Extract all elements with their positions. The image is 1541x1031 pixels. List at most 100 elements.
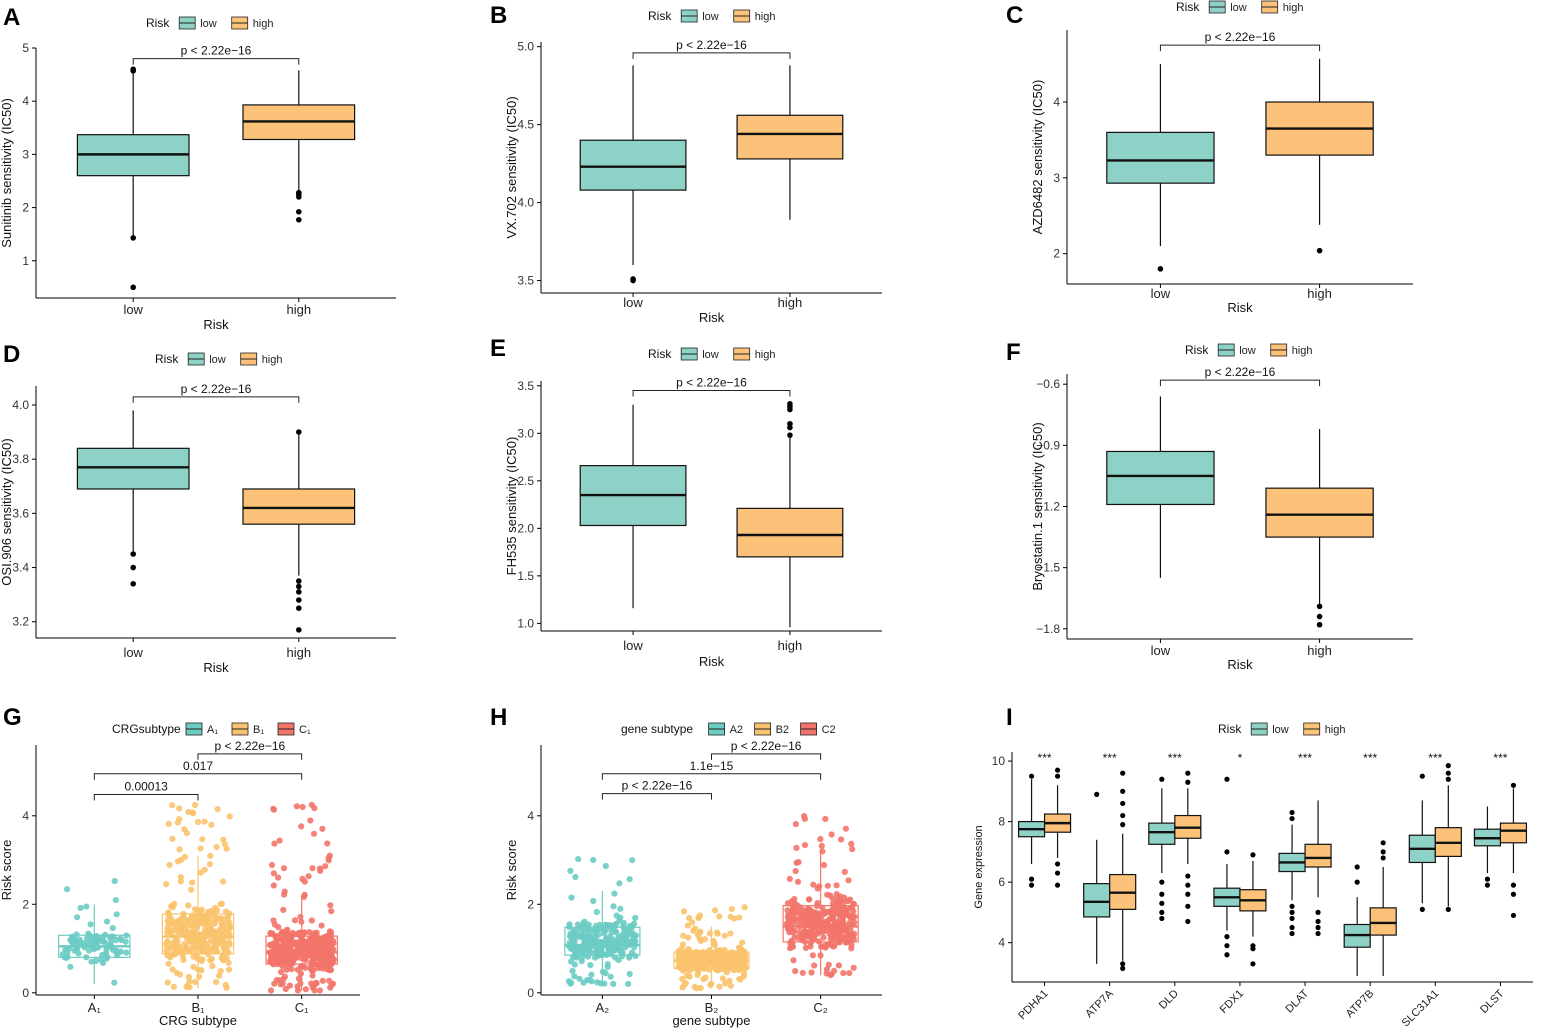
data-point bbox=[592, 954, 599, 961]
outlier-point bbox=[1224, 943, 1230, 949]
outlier-point bbox=[1419, 773, 1425, 779]
data-point bbox=[827, 892, 834, 899]
box-iqr bbox=[1499, 822, 1528, 844]
outlier-point bbox=[1185, 918, 1191, 925]
box-high bbox=[736, 65, 844, 220]
data-point bbox=[271, 980, 278, 987]
data-point bbox=[309, 972, 316, 979]
data-point bbox=[585, 921, 592, 928]
comparison-label: p < 2.22e−16 bbox=[676, 38, 747, 52]
comparison-bracket: 0.017 bbox=[93, 759, 303, 780]
comparison-label: p < 2.22e−16 bbox=[731, 739, 802, 753]
outlier-point bbox=[1289, 915, 1295, 922]
x-category-label: high bbox=[778, 638, 803, 653]
data-point bbox=[716, 983, 723, 990]
data-point bbox=[176, 928, 183, 935]
outlier-point bbox=[130, 235, 136, 241]
data-point bbox=[269, 930, 276, 938]
y-tick-label: 3.0 bbox=[517, 426, 534, 440]
box-high bbox=[242, 429, 356, 633]
y-tick-label: −1.5 bbox=[1036, 561, 1060, 575]
data-point bbox=[298, 935, 306, 942]
y-tick-label: 5 bbox=[22, 41, 29, 55]
comparison-bracket: p < 2.22e−16 bbox=[1159, 365, 1321, 387]
box-0 bbox=[58, 878, 131, 986]
data-point bbox=[327, 941, 334, 948]
outlier-point bbox=[296, 589, 302, 595]
outlier-point bbox=[1289, 815, 1295, 822]
x-category-label: high bbox=[1307, 643, 1332, 658]
data-point bbox=[317, 867, 324, 875]
bracket-line bbox=[711, 753, 822, 760]
significance-label: *** bbox=[1493, 751, 1507, 765]
legend-title: Risk bbox=[146, 16, 170, 30]
data-point bbox=[591, 943, 598, 950]
data-point bbox=[226, 813, 233, 820]
data-point bbox=[741, 970, 748, 978]
outlier-point bbox=[1510, 891, 1517, 897]
data-point bbox=[682, 980, 689, 987]
box-low-dld bbox=[1148, 776, 1176, 922]
data-point bbox=[270, 870, 277, 877]
data-point bbox=[808, 937, 815, 944]
data-point bbox=[298, 918, 305, 925]
data-point bbox=[288, 966, 295, 973]
data-point bbox=[87, 921, 94, 928]
data-point bbox=[103, 945, 110, 952]
jitter-points bbox=[163, 801, 234, 992]
data-point bbox=[719, 975, 727, 982]
data-point bbox=[309, 945, 316, 952]
data-point bbox=[275, 953, 282, 960]
outlier-point bbox=[1316, 603, 1323, 610]
data-point bbox=[822, 815, 829, 823]
legend-entry: high bbox=[755, 11, 776, 23]
panel-letter: G bbox=[3, 704, 22, 731]
y-tick-label: 3.5 bbox=[517, 274, 534, 288]
y-tick-label: −1.8 bbox=[1036, 622, 1060, 636]
outlier-point bbox=[296, 583, 302, 590]
outlier-point bbox=[1185, 891, 1191, 897]
outlier-point bbox=[1316, 621, 1323, 628]
box-iqr bbox=[242, 488, 356, 525]
bracket-line bbox=[601, 773, 822, 780]
data-point bbox=[315, 935, 322, 942]
outlier-point bbox=[1315, 930, 1321, 937]
data-point bbox=[93, 957, 100, 965]
data-point bbox=[301, 878, 308, 885]
data-point bbox=[811, 962, 818, 969]
legend-key-1: B2 bbox=[754, 722, 789, 736]
data-point bbox=[207, 852, 214, 859]
x-axis-title: Risk bbox=[1227, 300, 1253, 315]
data-point bbox=[677, 962, 684, 969]
outlier-point bbox=[1289, 924, 1295, 931]
y-axis-title: OSI.906 sensitivity (IC50) bbox=[0, 438, 14, 585]
data-point bbox=[846, 970, 853, 977]
outlier-point bbox=[1315, 918, 1321, 925]
data-point bbox=[694, 971, 701, 979]
x-category-label: A₁ bbox=[88, 1000, 102, 1015]
data-point bbox=[700, 976, 707, 983]
data-point bbox=[195, 943, 202, 950]
data-point bbox=[724, 953, 731, 960]
data-point bbox=[192, 906, 199, 913]
data-point bbox=[200, 938, 207, 945]
data-point bbox=[607, 973, 614, 980]
y-tick-label: 4 bbox=[527, 809, 534, 823]
data-point bbox=[686, 973, 693, 980]
data-point bbox=[288, 953, 295, 961]
legend-entry: low bbox=[702, 349, 719, 361]
panel-e: E Risk low high 1.0 1.5 2.0 2.5 3.0 3.5 FH535 sens… bbox=[490, 335, 882, 669]
outlier-point bbox=[1510, 782, 1517, 788]
data-point bbox=[626, 876, 633, 883]
data-point bbox=[89, 936, 97, 943]
y-tick-label: 10 bbox=[992, 754, 1006, 768]
outlier-point bbox=[1185, 779, 1191, 785]
legend-key-0: A2 bbox=[708, 722, 743, 736]
data-point bbox=[794, 902, 801, 909]
data-point bbox=[822, 927, 830, 934]
data-point bbox=[836, 900, 843, 907]
data-point bbox=[207, 930, 214, 937]
legend-entry: high bbox=[1325, 724, 1346, 736]
outlier-point bbox=[296, 605, 302, 611]
data-point bbox=[297, 913, 304, 921]
